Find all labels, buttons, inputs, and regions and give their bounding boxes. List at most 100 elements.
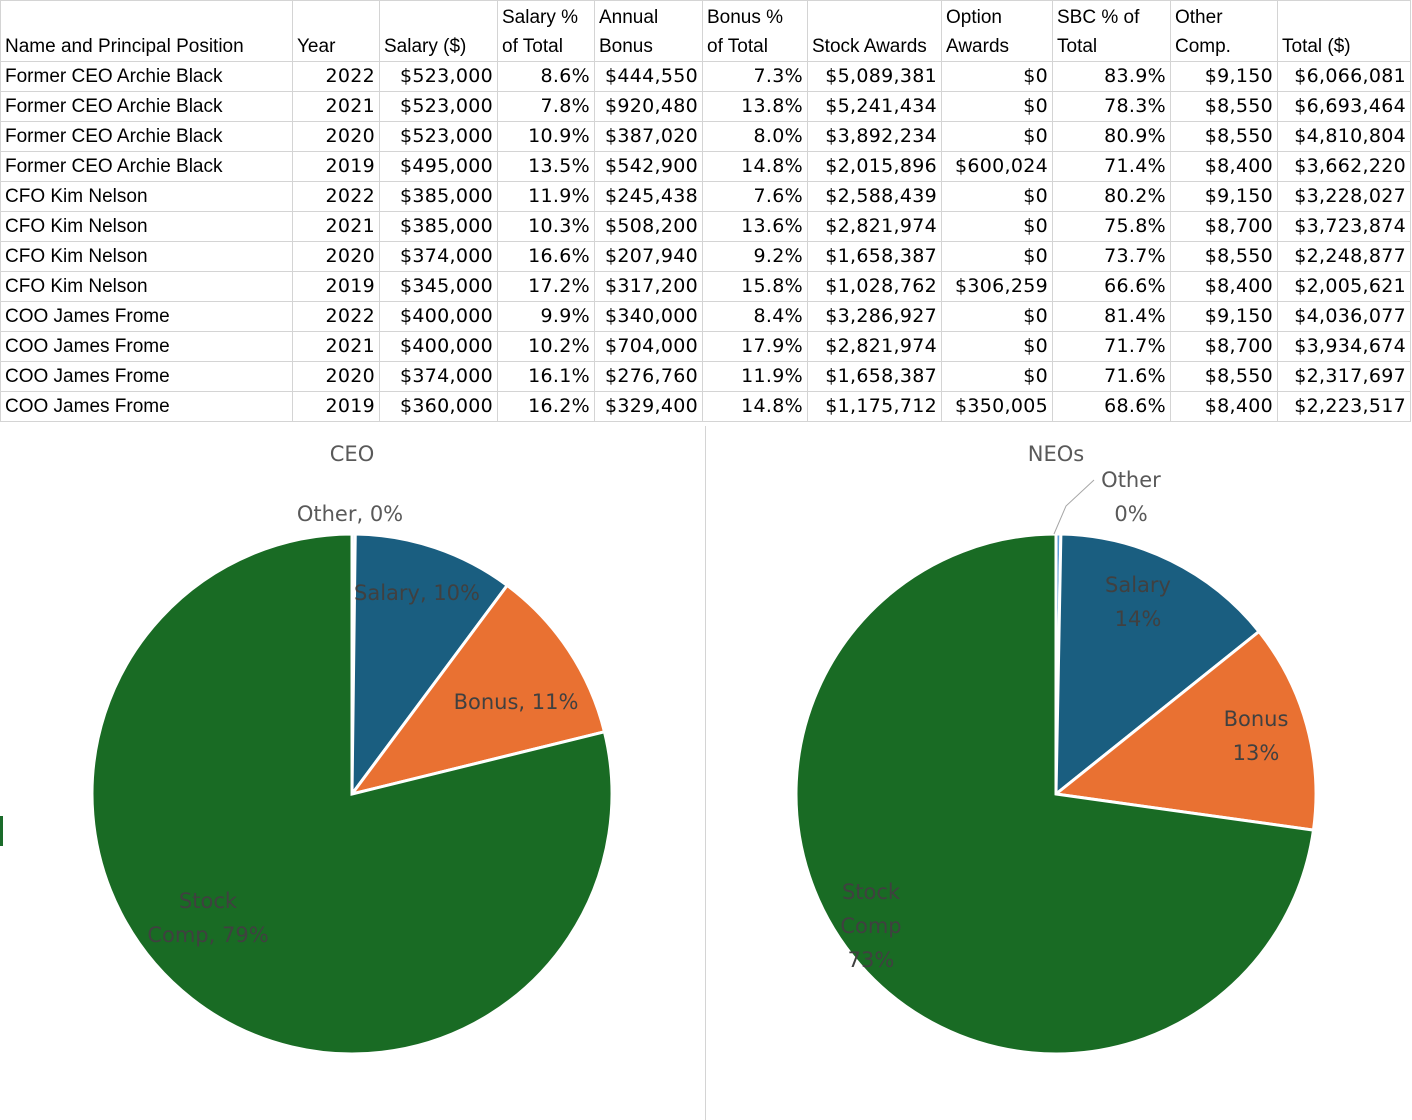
table-cell[interactable]: 17.2% [497, 271, 595, 302]
table-cell[interactable]: 81.4% [1052, 301, 1171, 332]
table-cell[interactable]: $340,000 [594, 301, 703, 332]
table-cell[interactable]: $8,550 [1170, 91, 1278, 122]
table-cell[interactable]: $8,550 [1170, 241, 1278, 272]
table-cell[interactable]: Former CEO Archie Black [0, 121, 293, 152]
table-cell[interactable]: $3,286,927 [807, 301, 942, 332]
table-cell[interactable]: $0 [941, 181, 1053, 212]
column-header[interactable]: SBC % of Total [1052, 0, 1171, 62]
table-cell[interactable]: 71.4% [1052, 151, 1171, 182]
table-cell[interactable]: $542,900 [594, 151, 703, 182]
pie-slice-stock-comp[interactable] [90, 532, 614, 1056]
table-cell[interactable]: 2021 [292, 211, 380, 242]
table-cell[interactable]: 9.2% [702, 241, 808, 272]
ceo-chart-panel[interactable]: CEO Other, 0% Salary, 10% Bonus, 11% Stock Co… [0, 426, 706, 1120]
table-cell[interactable]: 73.7% [1052, 241, 1171, 272]
table-cell[interactable]: 2019 [292, 391, 380, 422]
table-cell[interactable]: $3,228,027 [1277, 181, 1411, 212]
table-cell[interactable]: $2,223,517 [1277, 391, 1411, 422]
table-cell[interactable]: 11.9% [702, 361, 808, 392]
table-cell[interactable]: $5,089,381 [807, 61, 942, 92]
table-cell[interactable]: 10.2% [497, 331, 595, 362]
table-cell[interactable]: CFO Kim Nelson [0, 241, 293, 272]
table-cell[interactable]: 80.2% [1052, 181, 1171, 212]
table-cell[interactable]: Former CEO Archie Black [0, 151, 293, 182]
table-cell[interactable]: $400,000 [379, 331, 498, 362]
table-cell[interactable]: $8,400 [1170, 391, 1278, 422]
table-cell[interactable]: COO James Frome [0, 361, 293, 392]
table-cell[interactable]: 66.6% [1052, 271, 1171, 302]
table-cell[interactable]: 7.8% [497, 91, 595, 122]
column-header[interactable]: Other Comp. [1170, 0, 1278, 62]
table-cell[interactable]: $0 [941, 331, 1053, 362]
table-cell[interactable]: $508,200 [594, 211, 703, 242]
table-cell[interactable]: CFO Kim Nelson [0, 211, 293, 242]
pie-slice-salary[interactable] [350, 532, 510, 799]
table-cell[interactable]: 11.9% [497, 181, 595, 212]
table-cell[interactable]: CFO Kim Nelson [0, 181, 293, 212]
table-cell[interactable]: 16.6% [497, 241, 595, 272]
table-cell[interactable]: 80.9% [1052, 121, 1171, 152]
table-cell[interactable]: 10.3% [497, 211, 595, 242]
table-cell[interactable]: $207,940 [594, 241, 703, 272]
table-cell[interactable]: 75.8% [1052, 211, 1171, 242]
table-cell[interactable]: $9,150 [1170, 61, 1278, 92]
table-cell[interactable]: $9,150 [1170, 301, 1278, 332]
table-cell[interactable]: $245,438 [594, 181, 703, 212]
column-header[interactable]: Salary ($) [379, 0, 498, 62]
table-cell[interactable]: 2020 [292, 121, 380, 152]
table-cell[interactable]: 17.9% [702, 331, 808, 362]
column-header[interactable]: Total ($) [1277, 0, 1411, 62]
table-cell[interactable]: 8.0% [702, 121, 808, 152]
table-cell[interactable]: $704,000 [594, 331, 703, 362]
table-cell[interactable]: $0 [941, 301, 1053, 332]
table-cell[interactable]: 68.6% [1052, 391, 1171, 422]
table-cell[interactable]: $345,000 [379, 271, 498, 302]
table-cell[interactable]: $8,400 [1170, 271, 1278, 302]
table-cell[interactable]: 14.8% [702, 151, 808, 182]
table-cell[interactable]: 78.3% [1052, 91, 1171, 122]
column-header[interactable]: Stock Awards [807, 0, 942, 62]
table-cell[interactable]: $2,317,697 [1277, 361, 1411, 392]
table-cell[interactable]: $523,000 [379, 61, 498, 92]
table-cell[interactable]: 71.7% [1052, 331, 1171, 362]
table-cell[interactable]: $2,015,896 [807, 151, 942, 182]
column-header[interactable]: Name and Principal Position [0, 0, 293, 62]
pie-slice-stock-comp[interactable] [794, 532, 1316, 1056]
table-cell[interactable]: COO James Frome [0, 301, 293, 332]
table-cell[interactable]: $0 [941, 121, 1053, 152]
table-cell[interactable]: 16.2% [497, 391, 595, 422]
table-cell[interactable]: $2,821,974 [807, 331, 942, 362]
table-cell[interactable]: 2020 [292, 361, 380, 392]
table-cell[interactable]: 2022 [292, 301, 380, 332]
table-cell[interactable]: $523,000 [379, 91, 498, 122]
table-cell[interactable]: Former CEO Archie Black [0, 61, 293, 92]
table-cell[interactable]: 2021 [292, 91, 380, 122]
table-cell[interactable]: 15.8% [702, 271, 808, 302]
table-cell[interactable]: $495,000 [379, 151, 498, 182]
table-cell[interactable]: $0 [941, 241, 1053, 272]
table-cell[interactable]: 83.9% [1052, 61, 1171, 92]
table-cell[interactable]: 2021 [292, 331, 380, 362]
table-cell[interactable]: $374,000 [379, 361, 498, 392]
column-header[interactable]: Bonus % of Total [702, 0, 808, 62]
table-cell[interactable]: 2022 [292, 61, 380, 92]
table-cell[interactable]: 9.9% [497, 301, 595, 332]
table-cell[interactable]: $400,000 [379, 301, 498, 332]
table-cell[interactable]: $350,005 [941, 391, 1053, 422]
table-cell[interactable]: 7.6% [702, 181, 808, 212]
table-cell[interactable]: $317,200 [594, 271, 703, 302]
column-header[interactable]: Annual Bonus [594, 0, 703, 62]
table-cell[interactable]: $5,241,434 [807, 91, 942, 122]
column-header[interactable]: Option Awards [941, 0, 1053, 62]
table-cell[interactable]: $6,066,081 [1277, 61, 1411, 92]
table-cell[interactable]: 16.1% [497, 361, 595, 392]
table-cell[interactable]: CFO Kim Nelson [0, 271, 293, 302]
pie-slice-bonus[interactable] [1052, 629, 1318, 832]
table-cell[interactable]: $444,550 [594, 61, 703, 92]
table-cell[interactable]: 8.4% [702, 301, 808, 332]
table-cell[interactable]: 13.5% [497, 151, 595, 182]
table-cell[interactable]: $385,000 [379, 211, 498, 242]
table-cell[interactable]: $387,020 [594, 121, 703, 152]
column-header[interactable]: Year [292, 0, 380, 62]
table-cell[interactable]: $523,000 [379, 121, 498, 152]
